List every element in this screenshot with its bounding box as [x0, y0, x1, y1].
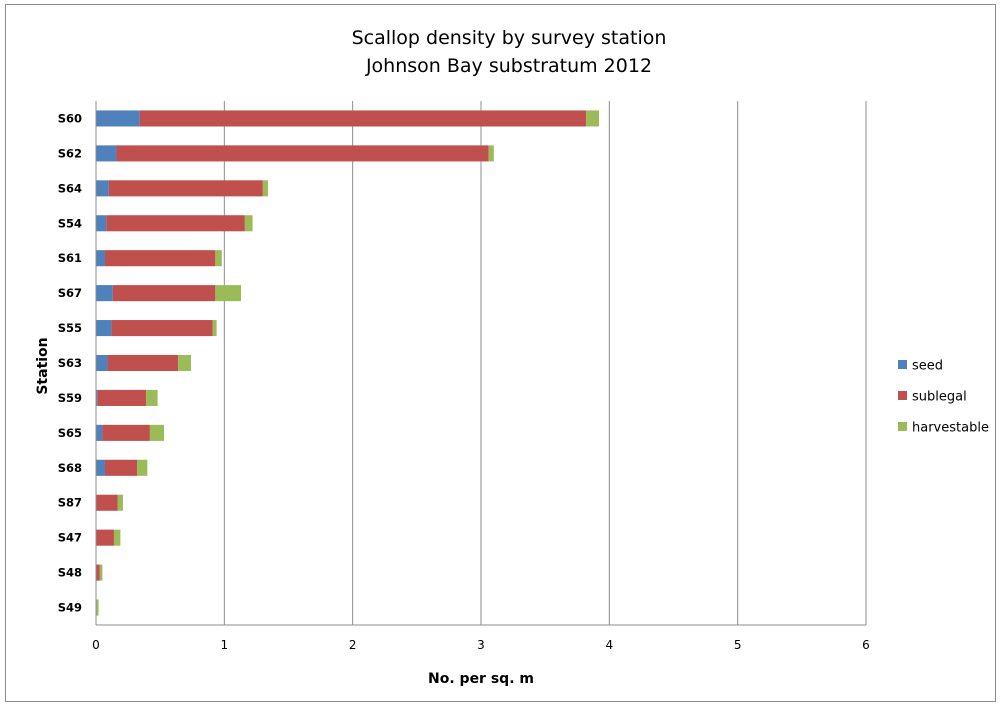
bar-harvestable-s59 — [146, 389, 158, 406]
bar-seed-s61 — [96, 250, 105, 267]
category-label-s61: S61 — [58, 251, 82, 265]
category-label-s64: S64 — [58, 181, 82, 195]
bar-harvestable-s49 — [96, 599, 99, 616]
bar-sublegal-s54 — [106, 215, 245, 232]
bar-sublegal-s60 — [139, 110, 587, 127]
bar-harvestable-s47 — [113, 529, 121, 546]
gridlines — [223, 101, 867, 625]
y-axis-title: Station — [35, 337, 51, 394]
bar-harvestable-s54 — [244, 215, 253, 232]
bar-harvestable-s60 — [586, 110, 600, 127]
bar-seed-s65 — [96, 424, 103, 441]
x-tick-label: 2 — [349, 638, 357, 652]
bar-seed-s63 — [96, 354, 108, 372]
bar-harvestable-s62 — [488, 145, 494, 162]
bar-harvestable-s67 — [215, 285, 242, 302]
bar-seed-s62 — [96, 145, 117, 162]
category-label-s68: S68 — [58, 461, 82, 475]
x-tick-labels: 0 1 2 3 4 5 6 — [92, 638, 870, 652]
bar-seed-s64 — [96, 180, 109, 197]
bar-harvestable-s68 — [137, 459, 148, 476]
bar-sublegal-s48 — [96, 564, 100, 581]
bar-seed-s60 — [96, 110, 140, 127]
x-tick-label: 4 — [606, 638, 614, 652]
bar-sublegal-s55 — [111, 320, 213, 337]
bar-sublegal-s63 — [107, 354, 179, 372]
bars — [96, 110, 600, 616]
category-label-s54: S54 — [58, 216, 82, 230]
legend-label-seed: seed — [912, 359, 943, 374]
category-label-s63: S63 — [58, 356, 82, 370]
chart-title: Scallop density by survey station — [352, 27, 667, 49]
bar-sublegal-s67 — [112, 285, 216, 302]
category-label-s62: S62 — [58, 146, 82, 160]
bar-sublegal-s68 — [104, 459, 138, 476]
bar-seed-s67 — [96, 285, 113, 302]
category-label-s87: S87 — [58, 496, 82, 510]
y-category-labels: S60 S62 S64 S54 S61 S67 S55 S63 S59 S65 S68 S87 S47 S… — [58, 111, 82, 614]
category-label-s55: S55 — [58, 321, 82, 335]
category-label-s67: S67 — [58, 286, 82, 300]
category-label-s59: S59 — [58, 391, 82, 405]
category-label-s60: S60 — [58, 111, 82, 125]
legend-label-harvestable: harvestable — [912, 421, 989, 436]
bar-harvestable-s48 — [99, 564, 103, 581]
bar-sublegal-s62 — [116, 145, 489, 162]
bar-seed-s55 — [96, 320, 112, 337]
x-tick-label: 0 — [92, 638, 100, 652]
legend: seed sublegal harvestable — [898, 359, 989, 436]
chart-subtitle: Johnson Bay substratum 2012 — [365, 55, 652, 77]
x-tick-label: 6 — [862, 638, 870, 652]
bar-seed-s59 — [96, 389, 98, 406]
x-tick-label: 5 — [734, 638, 742, 652]
category-label-s48: S48 — [58, 566, 82, 580]
bar-sublegal-s87 — [96, 494, 118, 511]
bar-harvestable-s61 — [215, 250, 222, 267]
x-axis-title: No. per sq. m — [428, 671, 534, 687]
legend-swatch-seed — [898, 360, 907, 369]
bar-harvestable-s65 — [149, 424, 165, 441]
category-label-s65: S65 — [58, 426, 82, 440]
bar-sublegal-s47 — [96, 529, 114, 546]
bar-harvestable-s87 — [117, 494, 123, 511]
category-label-s47: S47 — [58, 531, 82, 545]
x-tick-label: 3 — [477, 638, 485, 652]
bar-sublegal-s64 — [108, 180, 263, 197]
legend-swatch-harvestable — [898, 422, 907, 431]
bar-seed-s54 — [96, 215, 107, 232]
legend-label-sublegal: sublegal — [912, 390, 967, 405]
bar-harvestable-s63 — [178, 354, 191, 372]
bar-sublegal-s59 — [97, 389, 147, 406]
x-tick-label: 1 — [221, 638, 229, 652]
category-label-s49: S49 — [58, 601, 82, 615]
bar-harvestable-s55 — [212, 320, 217, 337]
legend-swatch-sublegal — [898, 391, 907, 400]
bar-harvestable-s64 — [262, 180, 268, 197]
bar-sublegal-s65 — [102, 424, 150, 441]
bar-seed-s68 — [96, 459, 105, 476]
bar-sublegal-s61 — [104, 250, 216, 267]
